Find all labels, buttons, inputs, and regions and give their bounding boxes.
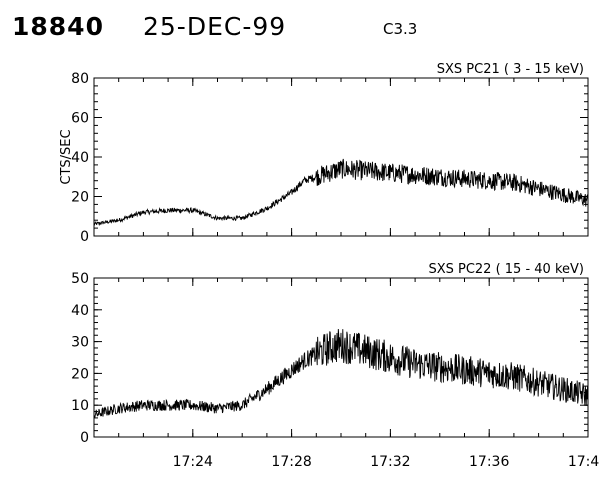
x-tick-label: 17:36 — [469, 454, 509, 470]
y-tick-label: 30 — [71, 335, 89, 351]
y-axis-label: CTS/SEC — [59, 129, 74, 184]
x-tick-label: 17:28 — [271, 454, 311, 470]
y-tick-label: 0 — [80, 430, 89, 446]
panel-title: SXS PC21 ( 3 - 15 keV) — [437, 62, 584, 77]
x-tick-label: 17:24 — [173, 454, 213, 470]
y-tick-label: 50 — [71, 271, 89, 287]
y-tick-label: 20 — [71, 190, 89, 206]
plot-frame-1 — [93, 77, 589, 237]
y-tick-label: 40 — [71, 150, 89, 166]
y-tick-label: 40 — [71, 303, 89, 319]
series-line-1 — [93, 158, 589, 227]
x-tick-label: 17:40 — [568, 454, 600, 470]
series-line-2 — [93, 328, 589, 419]
event-id: 18840 — [12, 12, 104, 41]
y-tick-label: 20 — [71, 366, 89, 382]
y-tick-label: 10 — [71, 398, 89, 414]
flare-class: C3.3 — [383, 20, 418, 38]
y-tick-label: 60 — [71, 111, 89, 127]
y-tick-label: 0 — [80, 229, 89, 245]
y-tick-label: 80 — [71, 71, 89, 87]
x-tick-label: 17:32 — [370, 454, 410, 470]
event-date: 25-DEC-99 — [143, 12, 287, 41]
plot-frame-2 — [93, 277, 589, 438]
panel-title: SXS PC22 ( 15 - 40 keV) — [428, 262, 584, 277]
